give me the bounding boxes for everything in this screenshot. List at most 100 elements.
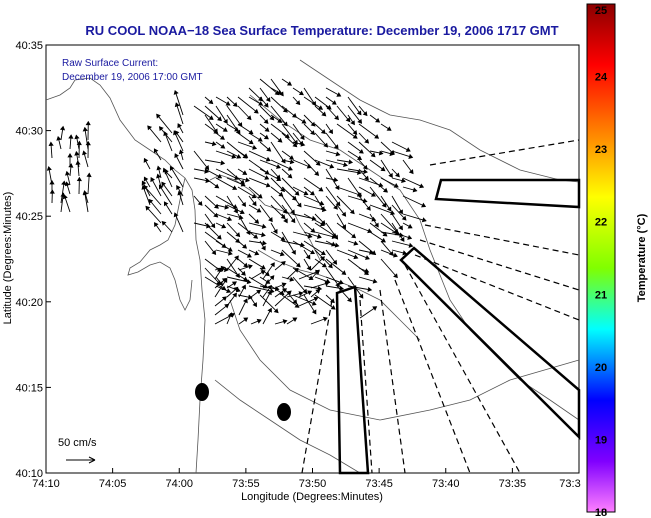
- current-vector: [270, 195, 288, 214]
- current-vector-head: [74, 150, 80, 156]
- current-vector-head: [208, 99, 214, 105]
- x-tick-label: 73:55: [232, 478, 260, 490]
- current-vector-head: [143, 176, 149, 182]
- current-vector-head: [386, 126, 392, 131]
- current-vector-head: [264, 127, 270, 132]
- current-vector-head: [281, 288, 288, 293]
- current-vector-head: [240, 270, 246, 276]
- current-vector: [281, 123, 298, 145]
- current-vector: [281, 231, 296, 255]
- current-vector-head: [362, 111, 368, 117]
- current-vector: [336, 186, 362, 196]
- current-vector: [336, 195, 355, 214]
- current-vector: [147, 125, 162, 143]
- current-vector-head: [82, 150, 87, 156]
- current-vector-head: [280, 236, 286, 241]
- current-vector-head: [231, 153, 237, 159]
- colorbar-label: Temperature (°C): [636, 213, 648, 302]
- current-vector-head: [352, 134, 358, 139]
- current-vector-head: [243, 153, 249, 158]
- current-vector-head: [399, 236, 405, 242]
- current-vector: [215, 168, 239, 180]
- current-vector-head: [421, 217, 427, 223]
- y-tick-label: 40:35: [15, 40, 43, 52]
- current-vector-head: [253, 234, 259, 239]
- current-vector-head: [174, 102, 180, 108]
- current-vector: [303, 159, 319, 176]
- current-vector-head: [219, 135, 225, 140]
- current-vector-head: [329, 298, 335, 304]
- current-vector-head: [220, 143, 226, 149]
- current-vector-head: [61, 180, 67, 186]
- current-vector: [369, 177, 388, 193]
- current-vector-head: [401, 178, 406, 184]
- x-tick-label: 74:05: [99, 478, 127, 490]
- current-vector: [369, 204, 395, 215]
- current-vector-head: [233, 286, 239, 292]
- current-vector-head: [329, 163, 335, 169]
- current-vector-head: [294, 190, 300, 196]
- current-vector-head: [299, 135, 305, 141]
- current-vector: [292, 294, 317, 306]
- current-vector-head: [363, 168, 368, 175]
- current-vector-head: [210, 223, 216, 229]
- scale-arrow: [66, 456, 96, 464]
- current-vector-head: [351, 233, 357, 239]
- current-vector-head: [221, 223, 227, 229]
- current-vector-head: [286, 81, 293, 86]
- current-vector-head: [176, 185, 181, 191]
- current-vector: [303, 150, 321, 166]
- current-vector-head: [364, 268, 370, 274]
- current-vector-head: [161, 181, 167, 187]
- current-vector: [145, 206, 162, 224]
- current-vector-head: [313, 296, 319, 302]
- current-vector-head: [330, 241, 336, 247]
- current-vector-head: [358, 148, 364, 154]
- current-vector-head: [254, 250, 260, 256]
- current-vector-head: [147, 125, 153, 131]
- current-vector-head: [366, 205, 371, 211]
- current-vector: [358, 141, 376, 158]
- current-vector-head: [421, 202, 427, 208]
- current-vector-head: [49, 189, 55, 194]
- current-vector-head: [234, 126, 240, 132]
- current-vector-head: [320, 256, 325, 262]
- current-vector: [204, 114, 218, 133]
- current-vector-head: [262, 240, 267, 246]
- current-vector-head: [372, 278, 378, 284]
- current-vector: [336, 123, 358, 139]
- current-vector-head: [242, 170, 248, 175]
- current-vector: [391, 222, 405, 242]
- current-vector-head: [362, 164, 368, 170]
- current-vector-head: [407, 234, 413, 240]
- current-vector-head: [263, 119, 269, 124]
- current-vector-head: [76, 176, 82, 182]
- current-vector: [143, 185, 162, 206]
- current-vector: [336, 249, 358, 259]
- current-vector-head: [240, 181, 246, 187]
- current-vector-head: [316, 233, 322, 239]
- current-vector-head: [231, 281, 237, 287]
- current-vector: [214, 278, 228, 298]
- current-vector: [175, 102, 184, 125]
- current-vector-head: [287, 173, 293, 179]
- current-vector-head: [251, 193, 257, 199]
- current-vector-head: [356, 155, 363, 160]
- current-vector-head: [412, 187, 418, 193]
- colorbar: [586, 3, 616, 513]
- colorbar-tick-label: 22: [595, 217, 607, 229]
- current-vector-head: [292, 317, 298, 323]
- current-vector-head: [217, 116, 222, 122]
- current-vector-head: [222, 127, 228, 132]
- current-vector: [347, 177, 362, 198]
- y-tick-label: 40:10: [15, 468, 43, 480]
- current-vector-head: [372, 306, 378, 311]
- current-vector-head: [267, 284, 272, 290]
- current-vector: [84, 127, 89, 150]
- current-vector-head: [177, 123, 183, 129]
- current-vector: [314, 231, 336, 238]
- current-vector-head: [296, 202, 302, 208]
- current-vector-head: [364, 138, 370, 144]
- current-vector-head: [68, 134, 74, 139]
- current-vector-head: [239, 209, 245, 215]
